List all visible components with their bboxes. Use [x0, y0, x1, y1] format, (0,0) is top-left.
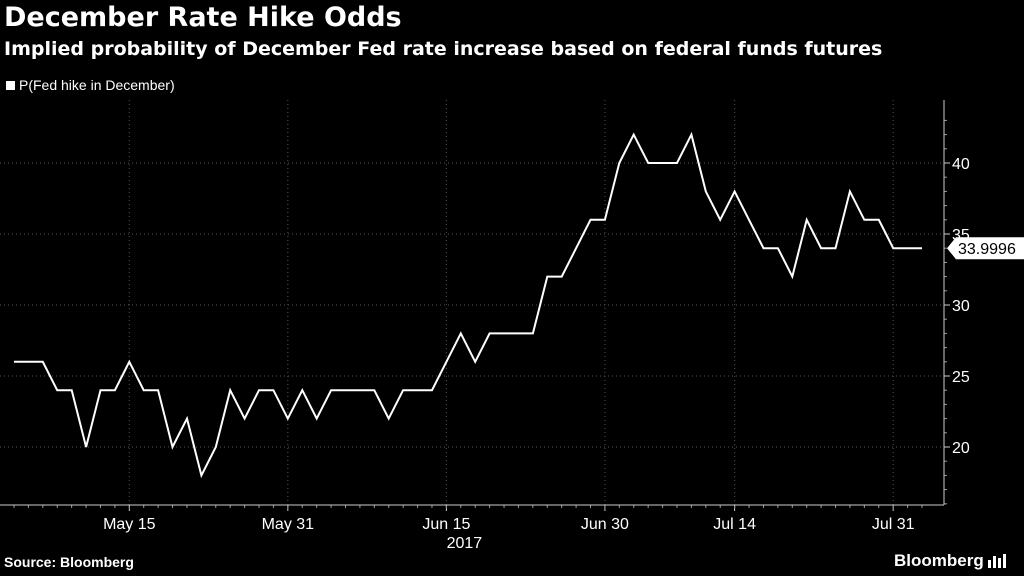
brand-logo: Bloomberg — [894, 551, 1009, 571]
last-value-label: 33.9996 — [958, 241, 1016, 258]
grid — [0, 100, 944, 505]
chart-subtitle: Implied probability of December Fed rate… — [4, 38, 883, 60]
x-tick-label: Jul 31 — [872, 516, 915, 533]
y-tick-label: 40 — [952, 156, 970, 173]
axes — [0, 100, 950, 511]
y-tick-label: 30 — [952, 298, 970, 315]
source-note: Source: Bloomberg — [4, 554, 134, 570]
series-group: 33.9996 — [13, 131, 1024, 479]
legend-label: P(Fed hike in December) — [19, 77, 175, 93]
y-tick-label: 25 — [952, 369, 970, 386]
last-value-box — [947, 237, 1024, 260]
chart-title: December Rate Hike Odds — [4, 2, 402, 33]
legend-swatch — [6, 80, 15, 90]
x-tick-label: Jun 15 — [422, 516, 470, 533]
series-line — [14, 131, 922, 479]
x-tick-label: Jun 30 — [581, 516, 629, 533]
x-year-label: 2017 — [447, 535, 483, 552]
last-value-callout: 33.9996 — [947, 237, 1024, 260]
x-tick-label: Jul 14 — [713, 516, 756, 533]
legend: P(Fed hike in December) — [6, 77, 175, 93]
brand-name: Bloomberg — [894, 551, 984, 570]
x-tick-label: May 15 — [103, 516, 156, 533]
y-tick-label: 20 — [952, 440, 970, 457]
bloomberg-terminal-icon — [987, 554, 1006, 568]
x-tick-label: May 31 — [262, 516, 315, 533]
